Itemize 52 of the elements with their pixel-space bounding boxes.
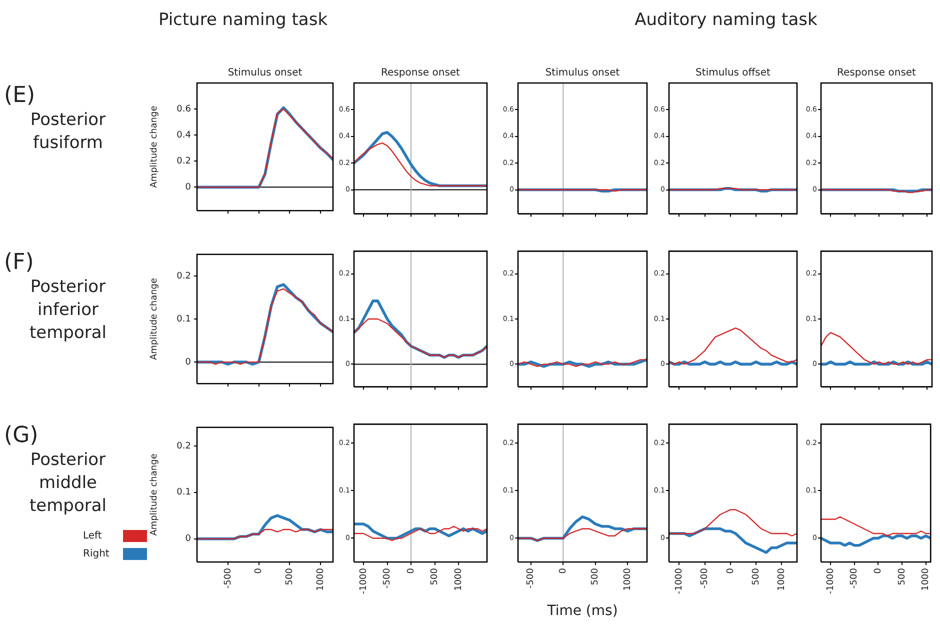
y-tick-label: 0.6	[176, 104, 192, 114]
chart-title: Stimulus onset	[228, 68, 302, 79]
y-tick-label: 0.2	[176, 441, 191, 452]
y-tick-label: 0.4	[176, 130, 192, 140]
x-tick-label: 0	[406, 568, 416, 574]
x-tick-label: 0	[558, 568, 568, 574]
x-tick-label: -500	[526, 568, 536, 588]
x-tick-label: 500	[897, 568, 908, 586]
legend-label: Left	[83, 530, 102, 542]
y-tick-label: 0.1	[176, 314, 191, 324]
x-tick-label: -500	[700, 568, 710, 588]
y-axis-title: Amplitude change	[150, 453, 160, 536]
x-tick-label: 500	[430, 568, 440, 586]
y-tick-label: 0	[185, 534, 192, 544]
y-tick-label: 0.2	[176, 271, 191, 282]
x-tick-label: 0	[726, 568, 736, 574]
text: (F)	[4, 250, 35, 276]
x-tick-label: -1000	[674, 568, 685, 594]
x-tick-label: 1000	[921, 568, 932, 591]
y-tick-label: 0.1	[176, 488, 191, 498]
y-axis-title: Amplitude change	[150, 105, 160, 188]
x-tick-label: 500	[285, 568, 296, 586]
y-tick-label: 0.2	[176, 156, 191, 166]
y-tick-label: 0	[185, 182, 192, 193]
text: (E)	[4, 83, 36, 109]
text: Posterior inferior temporal	[28, 276, 108, 345]
text: (G)	[4, 423, 40, 449]
x-tick-label: -500	[223, 568, 234, 588]
x-tick-label: 0	[874, 568, 884, 574]
x-tick-label: -1000	[358, 568, 369, 594]
text: Posterior fusiform	[29, 109, 107, 155]
x-tick-label: 1000	[454, 568, 464, 591]
chart-subtitle: Picture naming task	[157, 10, 329, 30]
chart-title: Stimulus onset	[545, 68, 620, 79]
x-tick-label: 500	[751, 568, 762, 586]
x-tick-label: 1000	[776, 568, 787, 591]
x-tick-label: 500	[590, 568, 601, 586]
chart-title: Response onset	[381, 68, 460, 79]
x-tick-label: -500	[382, 568, 393, 588]
text: Posterior middle temporal	[28, 449, 108, 518]
x-tick-label: -500	[850, 568, 860, 588]
x-tick-label: 1000	[316, 568, 326, 591]
y-axis-title: Amplitude change	[150, 277, 160, 360]
y-tick-label: 0	[185, 357, 192, 368]
x-tick-label: -1000	[826, 568, 836, 594]
x-tick-label: 0	[254, 568, 264, 574]
chart-title: Response onset	[837, 68, 916, 79]
x-axis-title: Time (ms)	[546, 603, 618, 620]
x-tick-label: 1000	[622, 568, 633, 591]
chart-title: Stimulus offset	[696, 68, 771, 79]
legend-label: Right	[83, 548, 110, 560]
chart-subtitle: Auditory naming task	[634, 10, 818, 30]
